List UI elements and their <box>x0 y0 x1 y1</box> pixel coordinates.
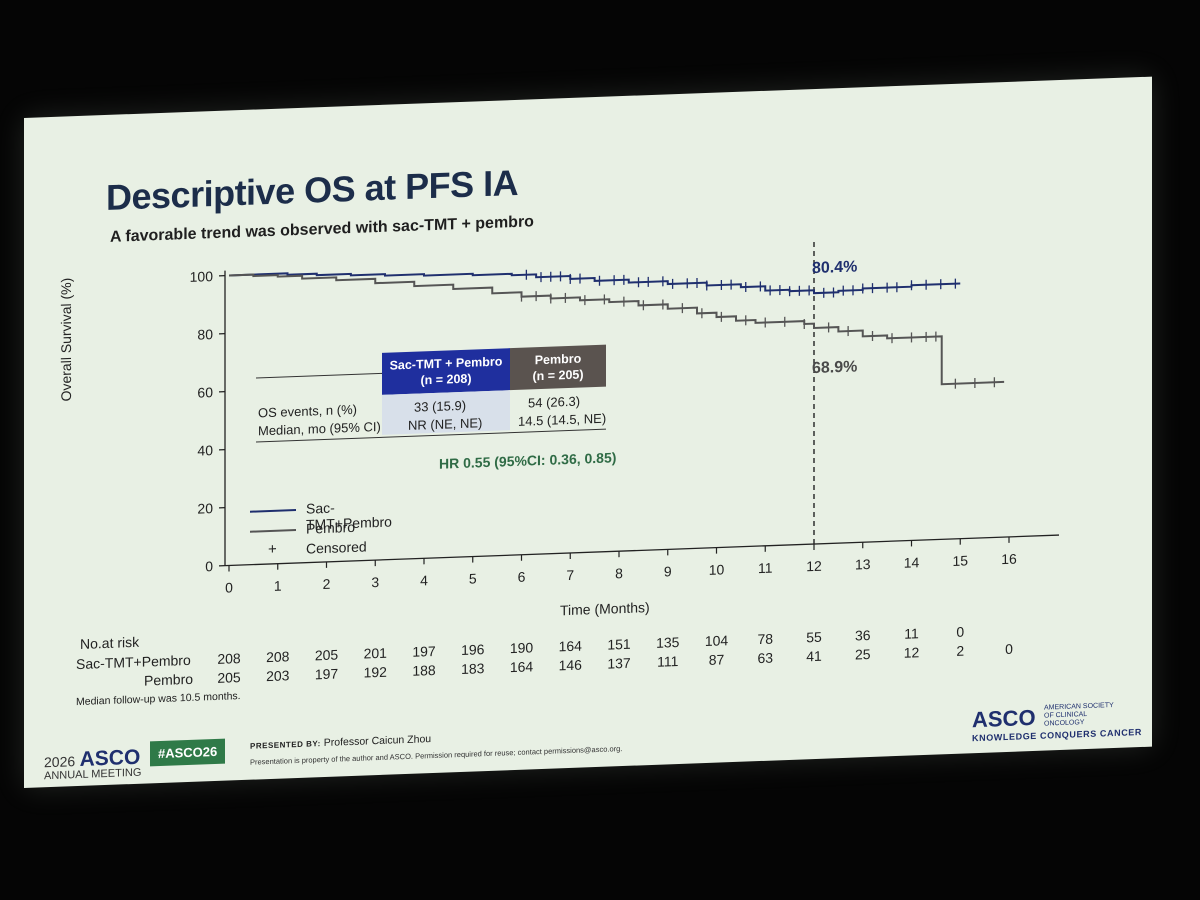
y-tick-label: 0 <box>205 558 213 574</box>
risk-title: No.at risk <box>80 633 140 652</box>
legend-label-pembro: Pembro <box>306 518 356 537</box>
risk-value: 197 <box>314 665 339 683</box>
risk-value: 208 <box>217 650 241 667</box>
x-tick-label: 10 <box>709 561 725 578</box>
x-tick-label: 11 <box>758 560 773 577</box>
km-curve-sac <box>229 272 961 295</box>
x-tick-label: 7 <box>566 567 574 583</box>
annotation-sac-rate: 80.4% <box>812 258 858 278</box>
table-cell: 54 (26.3) <box>528 393 581 411</box>
asco-meeting-logo: 2026 ASCO ANNUAL MEETING <box>44 746 141 783</box>
asco-society: AMERICAN SOCIETY OF CLINICAL ONCOLOGY <box>1044 702 1114 728</box>
x-tick-label: 15 <box>952 552 968 569</box>
risk-value: 208 <box>266 648 290 666</box>
presenter: PRESENTED BY: Professor Caicun Zhou <box>250 733 431 752</box>
risk-value: 41 <box>806 647 822 665</box>
risk-value: 203 <box>266 667 290 685</box>
risk-value: 0 <box>1005 640 1013 658</box>
asco-logo-text: ASCO <box>972 704 1036 733</box>
risk-value: 188 <box>412 661 436 679</box>
y-tick-label: 60 <box>197 384 213 401</box>
x-tick-label: 13 <box>855 556 871 573</box>
y-tick-label: 100 <box>190 268 214 285</box>
y-tick-label: 80 <box>197 326 213 343</box>
risk-value: 87 <box>708 651 725 668</box>
risk-value: 36 <box>854 626 871 644</box>
risk-value: 164 <box>558 637 582 655</box>
risk-value: 55 <box>806 628 822 646</box>
risk-value: 78 <box>757 630 774 648</box>
followup-note: Median follow-up was 10.5 months. <box>76 690 241 709</box>
hashtag-badge: #ASCO26 <box>150 738 226 767</box>
annotation-pembro-rate: 68.9% <box>812 358 858 378</box>
risk-value: 137 <box>607 654 631 672</box>
risk-value: 104 <box>704 632 729 650</box>
x-axis-line <box>225 534 1059 567</box>
meeting-label: ANNUAL MEETING <box>44 766 142 783</box>
risk-value: 164 <box>509 658 534 676</box>
presentation-slide: Descriptive OS at PFS IA A favorable tre… <box>24 76 1152 788</box>
table-cell: 33 (15.9) <box>414 397 467 415</box>
risk-value: 135 <box>656 633 680 651</box>
risk-value: 205 <box>314 646 339 664</box>
x-tick-label: 14 <box>904 554 920 571</box>
risk-value: 0 <box>956 623 965 640</box>
x-tick-label: 16 <box>1001 551 1017 568</box>
table-header-pembro-n: (n = 205) <box>532 367 584 384</box>
risk-value: 111 <box>657 653 679 670</box>
y-axis-title: Overall Survival (%) <box>58 277 74 402</box>
risk-value: 190 <box>509 639 534 657</box>
presented-by-label: PRESENTED BY: <box>250 739 321 751</box>
table-cell: NR (NE, NE) <box>408 415 483 433</box>
x-tick-label: 2 <box>323 576 331 592</box>
x-tick-label: 4 <box>420 572 428 588</box>
risk-value: 12 <box>903 644 920 661</box>
censored-marker-icon: + <box>268 540 277 559</box>
x-tick-label: 0 <box>225 579 233 595</box>
y-tick-label: 20 <box>197 500 213 517</box>
x-tick-label: 8 <box>615 565 623 581</box>
table-header-pembro: Pembro (n = 205) <box>510 344 606 391</box>
x-axis-title: Time (Months) <box>560 599 650 619</box>
legend-label-censored: Censored <box>306 538 367 557</box>
risk-value: 63 <box>757 649 774 667</box>
risk-value: 196 <box>461 641 485 658</box>
risk-label-pembro: Pembro <box>144 670 194 689</box>
risk-value: 2 <box>956 642 965 659</box>
meeting-year: 2026 <box>44 753 76 771</box>
x-tick-label: 1 <box>274 578 282 594</box>
table-header-sac: Sac-TMT + Pembro (n = 208) <box>382 348 510 395</box>
risk-value: 201 <box>363 644 387 662</box>
risk-value: 151 <box>607 635 631 653</box>
x-tick-label: 6 <box>518 569 526 585</box>
y-tick-label: 40 <box>197 442 213 459</box>
risk-value: 25 <box>854 645 871 663</box>
presenter-name: Professor Caicun Zhou <box>323 733 432 750</box>
risk-value: 205 <box>217 669 241 686</box>
risk-value: 146 <box>558 656 582 674</box>
risk-value: 11 <box>904 625 919 642</box>
km-curve-pembro <box>229 273 1005 386</box>
asco-logo: ASCO AMERICAN SOCIETY OF CLINICAL ONCOLO… <box>972 701 1142 743</box>
x-tick-label: 9 <box>664 563 672 579</box>
x-tick-label: 5 <box>469 570 477 586</box>
risk-value: 192 <box>363 663 387 681</box>
x-tick-label: 3 <box>371 574 379 590</box>
x-tick-label: 12 <box>806 558 822 575</box>
risk-value: 183 <box>461 660 485 677</box>
risk-value: 197 <box>412 642 436 660</box>
